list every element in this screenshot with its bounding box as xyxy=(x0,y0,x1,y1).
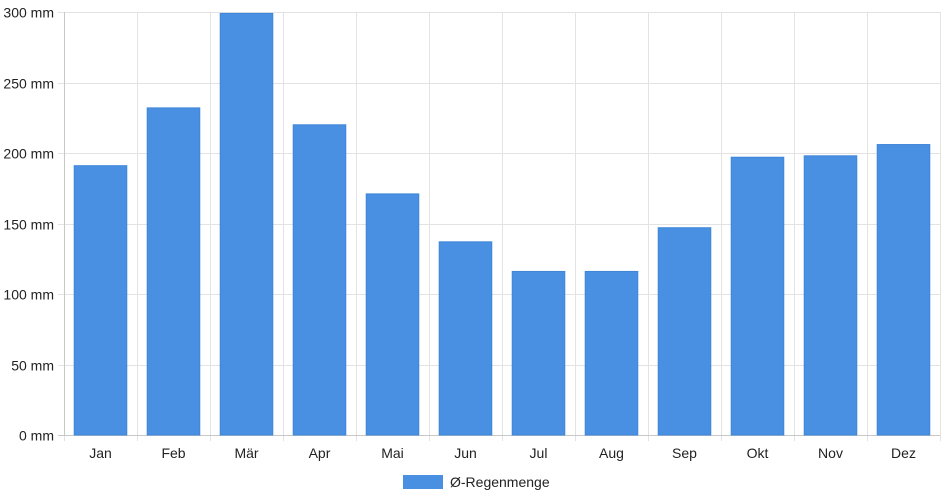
y-tick-label: 300 mm xyxy=(3,5,54,21)
x-tick-label: Jul xyxy=(530,445,548,461)
bar-mai[interactable] xyxy=(365,193,420,436)
y-tick-label: 50 mm xyxy=(11,358,54,374)
legend[interactable]: Ø-Regenmenge xyxy=(403,474,550,490)
x-tick-label: Apr xyxy=(309,445,331,461)
axes xyxy=(58,12,940,436)
x-tick-label: Mai xyxy=(381,445,404,461)
x-tick-label: Sep xyxy=(672,445,697,461)
y-tick-label: 250 mm xyxy=(3,76,54,92)
x-tick-label: Okt xyxy=(747,445,769,461)
legend-swatch xyxy=(403,475,443,489)
bar-feb[interactable] xyxy=(146,107,201,436)
x-tick-label: Jan xyxy=(89,445,112,461)
bar-apr[interactable] xyxy=(292,124,347,436)
y-tick-label: 150 mm xyxy=(3,217,54,233)
x-tick-label: Mär xyxy=(234,445,258,461)
bar-jan[interactable] xyxy=(73,165,128,436)
x-tick-label: Feb xyxy=(161,445,185,461)
bar-aug[interactable] xyxy=(584,270,639,436)
bar-jul[interactable] xyxy=(511,270,566,436)
x-tick-label: Dez xyxy=(891,445,916,461)
y-tick-label: 100 mm xyxy=(3,287,54,303)
legend-label: Ø-Regenmenge xyxy=(450,474,550,490)
bar-mär[interactable] xyxy=(219,12,274,436)
x-tick-label: Nov xyxy=(818,445,843,461)
bar-sep[interactable] xyxy=(657,227,712,436)
bar-okt[interactable] xyxy=(730,156,785,436)
y-tick-labels: 0 mm 50 mm 100 mm 150 mm 200 mm 250 mm 300 mm xyxy=(3,5,54,444)
x-tick-label: Jun xyxy=(454,445,477,461)
bar-dez[interactable] xyxy=(876,144,931,436)
bar-nov[interactable] xyxy=(803,155,858,436)
bar-jun[interactable] xyxy=(438,241,493,436)
grid xyxy=(58,12,941,441)
y-tick-label: 0 mm xyxy=(19,428,54,444)
bars xyxy=(73,12,931,436)
x-tick-labels: Jan Feb Mär Apr Mai Jun Jul Aug Sep Okt Nov Dez xyxy=(89,445,916,461)
y-tick-label: 200 mm xyxy=(3,146,54,162)
x-tick-label: Aug xyxy=(599,445,624,461)
